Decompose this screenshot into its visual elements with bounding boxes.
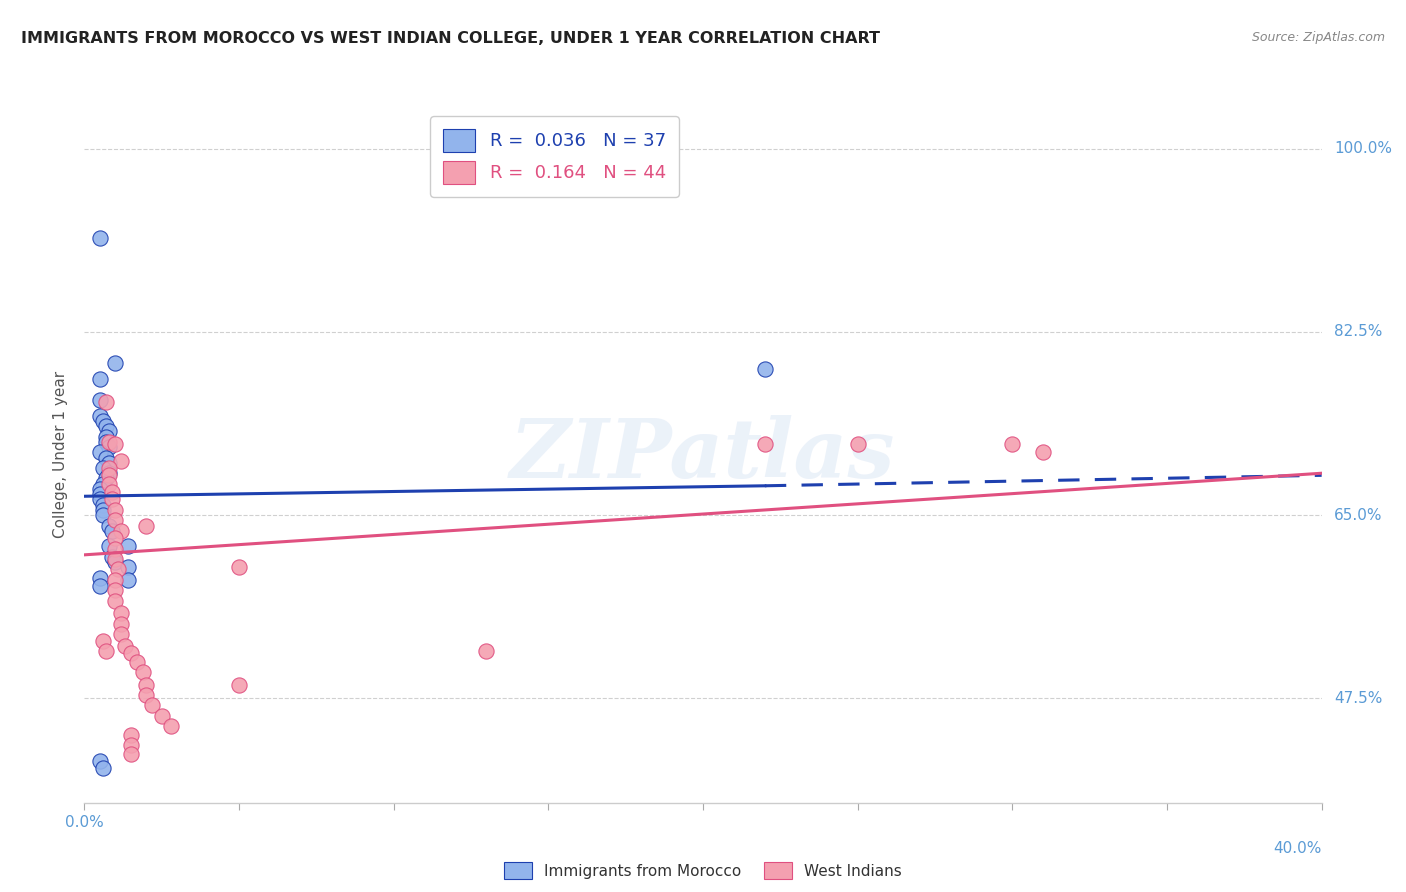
Point bbox=[120, 646, 142, 660]
Point bbox=[110, 627, 132, 641]
Text: 40.0%: 40.0% bbox=[1274, 841, 1322, 856]
Point bbox=[1032, 445, 1054, 459]
Point bbox=[91, 503, 114, 517]
Point bbox=[101, 485, 124, 500]
Point bbox=[94, 450, 117, 465]
Point bbox=[89, 392, 111, 407]
Point bbox=[89, 372, 111, 386]
Point bbox=[89, 487, 111, 501]
Point bbox=[98, 518, 121, 533]
Point bbox=[120, 747, 142, 761]
Point bbox=[91, 761, 114, 775]
Point bbox=[91, 633, 114, 648]
Point bbox=[89, 482, 111, 496]
Point bbox=[846, 437, 869, 451]
Point bbox=[104, 541, 127, 556]
Point bbox=[754, 437, 776, 451]
Point bbox=[110, 453, 132, 467]
Point bbox=[98, 456, 121, 470]
Point bbox=[110, 524, 132, 538]
Point bbox=[98, 440, 121, 454]
Point bbox=[91, 476, 114, 491]
Point bbox=[475, 644, 498, 658]
Y-axis label: College, Under 1 year: College, Under 1 year bbox=[53, 371, 69, 539]
Point bbox=[89, 231, 111, 245]
Point bbox=[98, 425, 121, 439]
Point bbox=[94, 429, 117, 443]
Point bbox=[91, 498, 114, 512]
Point bbox=[101, 492, 124, 507]
Point bbox=[104, 555, 127, 569]
Point bbox=[104, 513, 127, 527]
Legend: Immigrants from Morocco, West Indians: Immigrants from Morocco, West Indians bbox=[498, 855, 908, 886]
Point bbox=[104, 573, 127, 587]
Point bbox=[150, 709, 173, 723]
Point bbox=[101, 549, 124, 564]
Point bbox=[91, 414, 114, 428]
Point bbox=[228, 560, 250, 574]
Point bbox=[89, 445, 111, 459]
Point bbox=[89, 492, 111, 507]
Point bbox=[98, 467, 121, 481]
Text: 82.5%: 82.5% bbox=[1334, 325, 1382, 340]
Point bbox=[754, 361, 776, 376]
Point bbox=[89, 754, 111, 768]
Point bbox=[98, 476, 121, 491]
Point bbox=[141, 698, 163, 713]
Point bbox=[94, 395, 117, 409]
Point bbox=[228, 677, 250, 691]
Text: 65.0%: 65.0% bbox=[1334, 508, 1382, 523]
Point bbox=[101, 524, 124, 538]
Text: Source: ZipAtlas.com: Source: ZipAtlas.com bbox=[1251, 31, 1385, 45]
Point bbox=[89, 571, 111, 585]
Point bbox=[94, 419, 117, 434]
Point bbox=[104, 552, 127, 566]
Point bbox=[104, 356, 127, 370]
Point bbox=[110, 607, 132, 621]
Point bbox=[104, 503, 127, 517]
Point bbox=[117, 560, 139, 574]
Point bbox=[117, 573, 139, 587]
Point bbox=[135, 688, 157, 702]
Point bbox=[104, 583, 127, 598]
Point bbox=[98, 461, 121, 475]
Point bbox=[114, 639, 136, 653]
Text: 47.5%: 47.5% bbox=[1334, 690, 1382, 706]
Point bbox=[98, 540, 121, 554]
Point bbox=[98, 468, 121, 483]
Text: 100.0%: 100.0% bbox=[1334, 142, 1392, 156]
Point bbox=[89, 579, 111, 593]
Text: IMMIGRANTS FROM MOROCCO VS WEST INDIAN COLLEGE, UNDER 1 YEAR CORRELATION CHART: IMMIGRANTS FROM MOROCCO VS WEST INDIAN C… bbox=[21, 31, 880, 46]
Point bbox=[107, 562, 129, 576]
Point bbox=[98, 434, 121, 449]
Point bbox=[104, 594, 127, 608]
Point bbox=[135, 518, 157, 533]
Point bbox=[120, 738, 142, 752]
Point bbox=[94, 644, 117, 658]
Point bbox=[94, 434, 117, 449]
Point bbox=[91, 461, 114, 475]
Text: ZIPatlas: ZIPatlas bbox=[510, 415, 896, 495]
Point bbox=[132, 665, 155, 679]
Point bbox=[125, 655, 148, 669]
Point bbox=[117, 540, 139, 554]
Point bbox=[110, 616, 132, 631]
Point bbox=[1001, 437, 1024, 451]
Point bbox=[94, 471, 117, 485]
Point bbox=[91, 508, 114, 522]
Point bbox=[160, 719, 183, 733]
Point bbox=[89, 409, 111, 423]
Point bbox=[135, 677, 157, 691]
Point bbox=[104, 437, 127, 451]
Point bbox=[104, 531, 127, 545]
Point bbox=[120, 728, 142, 742]
